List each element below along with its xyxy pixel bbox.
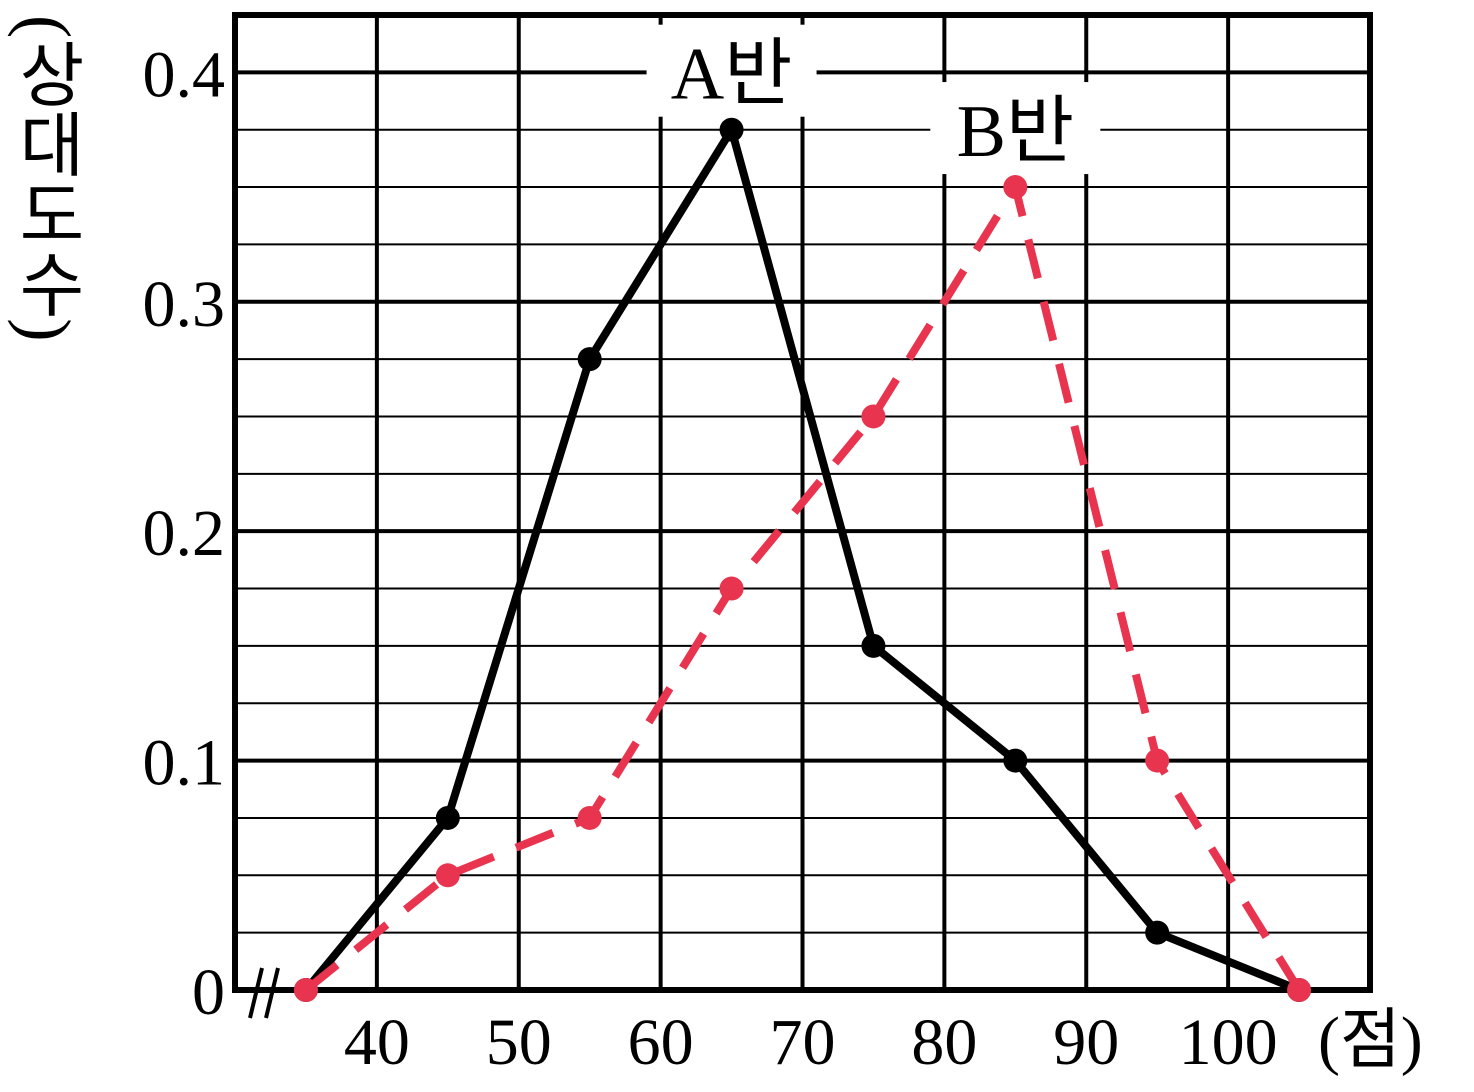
series-label-bg <box>930 82 1101 175</box>
y-tick-label: 0.2 <box>143 497 226 570</box>
series-label-bg <box>646 24 817 117</box>
series-line <box>302 125 1301 994</box>
point <box>1287 978 1312 1002</box>
series-label: A반 <box>671 34 793 116</box>
point <box>861 633 886 658</box>
y-tick-label: 0.4 <box>143 38 226 111</box>
plot-frame <box>232 12 1373 993</box>
point <box>293 978 318 1002</box>
point <box>435 805 460 830</box>
x-tick-label: 100 <box>1179 1006 1278 1079</box>
x-tick-label: 60 <box>628 1006 694 1079</box>
y-tick-label: 0 <box>192 956 225 1029</box>
x-tick-label: 80 <box>911 1006 977 1079</box>
x-tick-label: 70 <box>770 1006 836 1079</box>
x-tick-label: 50 <box>486 1006 552 1079</box>
point <box>1145 920 1170 945</box>
grid <box>235 15 1370 992</box>
y-axis-label: (상대도수) <box>7 15 84 342</box>
point <box>719 117 744 142</box>
point <box>1003 175 1028 200</box>
point <box>577 347 602 372</box>
axis-break <box>248 967 280 1019</box>
series-line <box>303 183 1303 994</box>
y-tick-label: 0.3 <box>143 268 226 341</box>
y-tick-label: 0.1 <box>143 727 226 800</box>
point <box>719 576 744 601</box>
point <box>435 863 460 888</box>
point <box>577 805 602 830</box>
x-tick-label: 40 <box>344 1006 410 1079</box>
x-axis-label: (점) <box>1318 1004 1423 1077</box>
point <box>861 404 886 429</box>
series-label: B반 <box>957 91 1074 173</box>
point <box>1003 748 1028 773</box>
point <box>1145 748 1170 773</box>
x-tick-label: 90 <box>1053 1006 1119 1079</box>
